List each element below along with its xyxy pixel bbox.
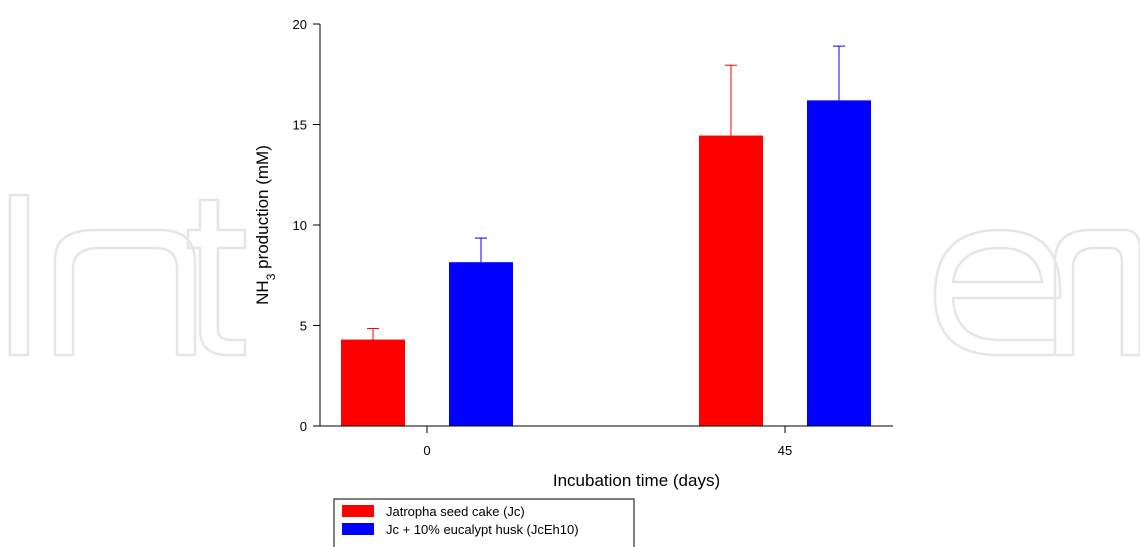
y-ticks: 0 5 10 15 20 — [293, 17, 320, 434]
y-axis-title-base: NH — [253, 280, 272, 305]
x-tick-label: 45 — [778, 443, 792, 458]
x-ticks: 0 45 — [423, 426, 792, 458]
legend-swatch — [342, 523, 374, 535]
y-tick-label: 15 — [293, 118, 307, 133]
legend-swatch — [342, 505, 374, 517]
y-tick-label: 10 — [293, 218, 307, 233]
bar — [449, 262, 513, 426]
x-tick-label: 0 — [423, 443, 430, 458]
legend: Jatropha seed cake (Jc) Jc + 10% eucalypt… — [333, 498, 635, 547]
y-axis-title: NH3 production (mM) — [253, 145, 278, 305]
axes: 0 5 10 15 20 0 45 — [293, 17, 893, 458]
y-tick-label: 5 — [300, 319, 307, 334]
x-axis-title: Incubation time (days) — [553, 471, 720, 490]
y-tick-label: 0 — [300, 419, 307, 434]
y-tick-label: 20 — [293, 17, 307, 32]
legend-label: Jatropha seed cake (Jc) — [386, 504, 525, 519]
y-axis-title-subscript: 3 — [264, 273, 278, 280]
bar — [807, 100, 871, 426]
y-axis-title-rest: production (mM) — [253, 145, 272, 273]
legend-label: Jc + 10% eucalypt husk (JcEh10) — [386, 522, 579, 537]
legend-items: Jatropha seed cake (Jc) Jc + 10% eucalypt… — [342, 504, 579, 537]
legend-box — [333, 498, 635, 547]
chart-marks — [341, 45, 871, 426]
bar — [699, 135, 763, 426]
bar — [341, 339, 405, 426]
